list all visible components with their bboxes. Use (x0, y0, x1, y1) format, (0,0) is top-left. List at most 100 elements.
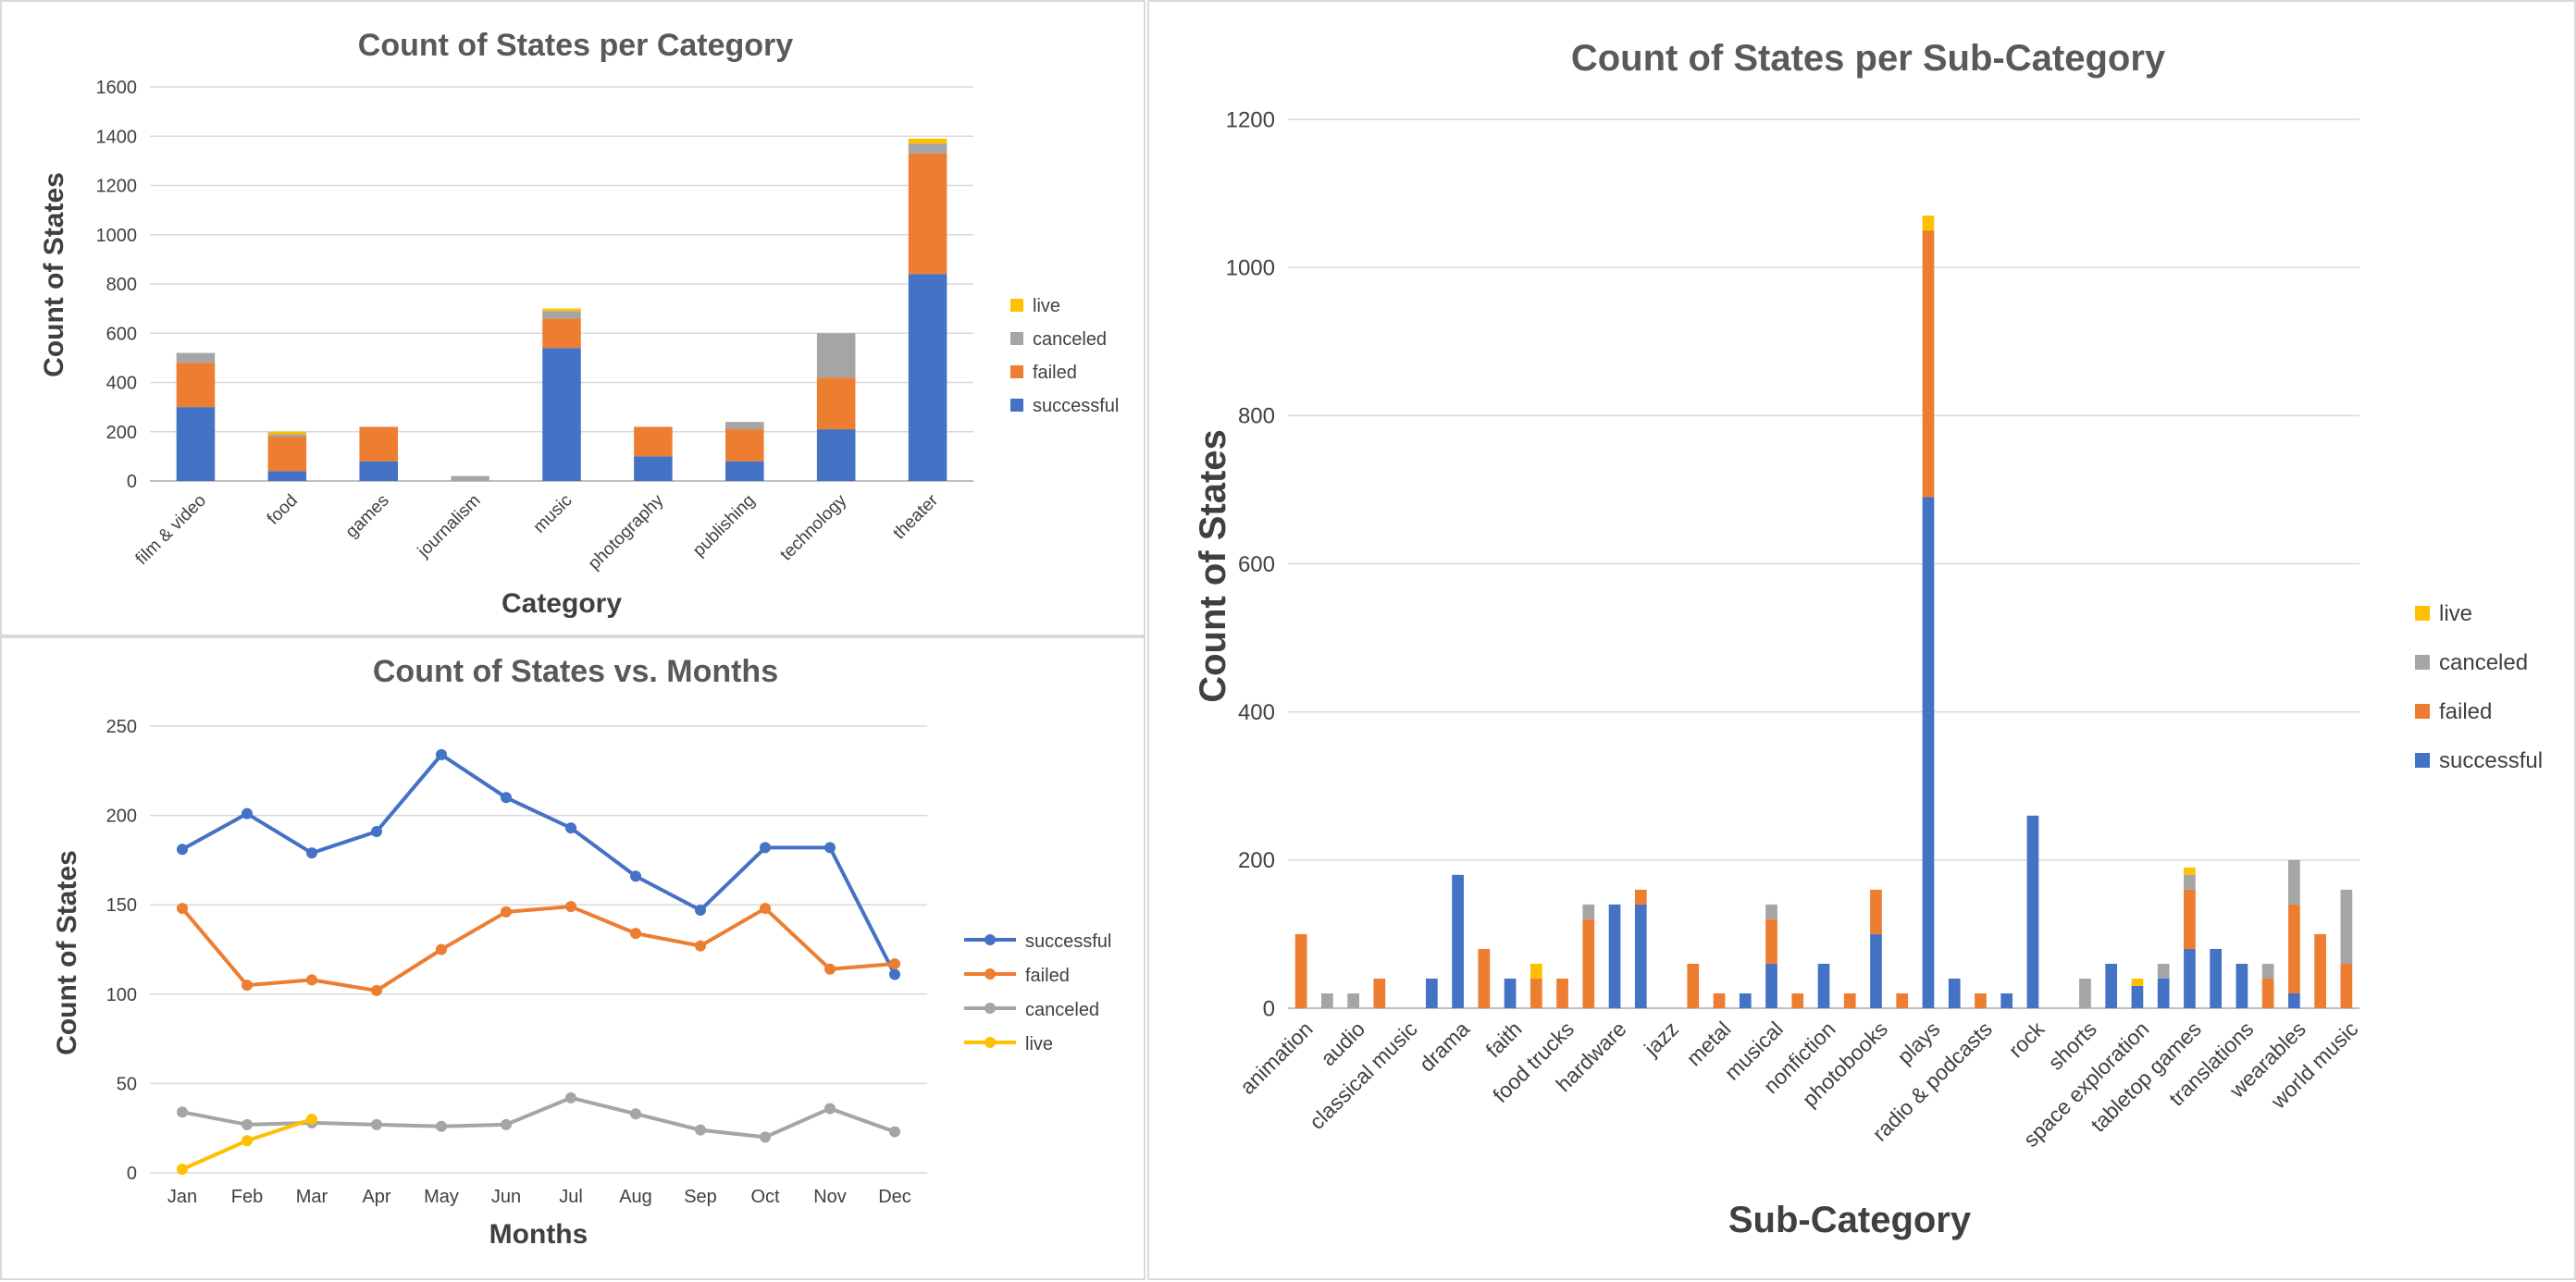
y-tick-label: 0 (127, 1164, 137, 1184)
x-tick-label: Oct (750, 1187, 780, 1207)
series-line-canceled (181, 1095, 896, 1140)
legend-label-live: live (1025, 1034, 1053, 1054)
bar-segment-failed (1530, 978, 1542, 1008)
bar-segment-failed (1922, 230, 1935, 498)
data-point-successful (371, 825, 382, 837)
y-tick-label: 1000 (1226, 256, 1275, 281)
data-point-failed (695, 940, 706, 952)
x-tick-label: Jul (559, 1187, 583, 1207)
bar-segment-canceled (908, 143, 947, 154)
data-point-live (242, 1135, 253, 1147)
x-tick-label: drama (1415, 1017, 1475, 1077)
bar-segment-failed (2184, 889, 2196, 949)
bar-segment-failed (1896, 992, 1909, 1008)
bar-segment-failed (908, 153, 947, 275)
x-axis-title: Category (502, 588, 622, 619)
bar-segment-successful (2000, 992, 2013, 1008)
legend-swatch-live (1010, 299, 1023, 312)
bar-segment-successful (1425, 978, 1438, 1008)
bar-segment-successful (1504, 978, 1517, 1008)
bar-segment-failed (2314, 933, 2326, 1008)
bar-segment-canceled (1321, 992, 1333, 1008)
y-tick-label: 150 (106, 895, 137, 916)
bar-segment-successful (908, 274, 947, 481)
data-point-failed (371, 984, 382, 996)
y-tick-label: 600 (106, 324, 137, 344)
bar-segment-failed (1765, 918, 1777, 964)
bar-segment-live (2131, 978, 2144, 986)
bar-segment-successful (2157, 978, 2170, 1008)
bar-segment-failed (1687, 963, 1700, 1008)
bar-segment-successful (176, 407, 216, 481)
data-point-canceled (695, 1124, 706, 1136)
data-point-failed (177, 903, 188, 915)
y-tick-label: 0 (127, 472, 137, 492)
bar-segment-canceled (176, 352, 216, 364)
legend-label-failed: failed (1033, 363, 1077, 383)
bar-segment-successful (725, 461, 764, 481)
bar-segment-failed (176, 363, 216, 408)
x-tick-label: Feb (231, 1187, 263, 1207)
x-tick-label: food (264, 491, 302, 529)
bar-segment-failed (1713, 992, 1726, 1008)
bar-segment-successful (2131, 985, 2144, 1008)
x-tick-label: Dec (878, 1187, 911, 1207)
x-tick-label: Aug (619, 1187, 652, 1207)
chart-title: Count of States vs. Months (373, 654, 778, 689)
series-line-failed (180, 905, 896, 992)
legend-swatch-successful (1010, 399, 1023, 412)
bar-segment-successful (634, 456, 673, 481)
bar-segment-canceled (451, 475, 489, 481)
data-point-canceled (501, 1118, 512, 1130)
bar-segment-live (908, 138, 947, 144)
y-tick-label: 800 (106, 275, 137, 295)
data-point-successful (501, 792, 512, 804)
bar-segment-successful (2288, 992, 2300, 1008)
bar-segment-failed (1634, 889, 1647, 905)
x-tick-label: Apr (362, 1187, 390, 1207)
legend-label-live: live (1033, 296, 1060, 316)
data-point-successful (630, 870, 641, 882)
data-point-failed (760, 903, 771, 915)
bar-segment-canceled (2340, 889, 2353, 964)
legend-swatch-failed (1010, 365, 1023, 378)
bar-segment-canceled (2288, 859, 2300, 905)
bar-segment-failed (1582, 918, 1595, 1008)
bar-segment-failed (1843, 992, 1856, 1008)
data-point-live (177, 1164, 188, 1176)
bar-segment-canceled (2079, 978, 2091, 1008)
x-tick-label: photography (585, 490, 668, 573)
legend-label-successful: successful (1025, 931, 1111, 952)
bar-segment-failed (1373, 978, 1386, 1008)
legend-marker-live (985, 1037, 996, 1048)
bar-segment-failed (1975, 992, 1987, 1008)
data-point-canceled (630, 1108, 641, 1120)
x-tick-label: technology (776, 490, 850, 564)
x-axis-title: Sub-Category (1728, 1200, 1972, 1240)
data-point-failed (436, 943, 447, 955)
bar-segment-successful (2105, 963, 2118, 1008)
data-point-canceled (565, 1091, 576, 1103)
data-point-successful (760, 842, 771, 854)
x-tick-label: theater (889, 490, 942, 543)
bar-segment-failed (1556, 978, 1568, 1008)
bar-segment-live (2184, 867, 2196, 875)
data-point-canceled (242, 1118, 253, 1130)
y-tick-label: 250 (106, 717, 137, 737)
bar-segment-successful (2235, 963, 2248, 1008)
bar-segment-successful (267, 471, 307, 481)
y-axis-title: Count of States (39, 172, 69, 377)
bar-segment-failed (1478, 948, 1491, 1008)
legend-swatch-live (2415, 606, 2430, 621)
x-tick-label: Sep (684, 1187, 717, 1207)
y-tick-label: 100 (106, 985, 137, 1005)
data-point-failed (242, 980, 253, 992)
bar-segment-canceled (2157, 963, 2170, 979)
x-tick-label: Nov (813, 1187, 847, 1207)
x-tick-label: film & video (132, 491, 210, 569)
bar-segment-successful (1817, 963, 1830, 1008)
bar-segment-canceled (1347, 992, 1359, 1008)
y-axis-title: Count of States (1193, 429, 1233, 703)
x-tick-label: jazz (1639, 1017, 1683, 1061)
y-tick-label: 1200 (1226, 107, 1275, 132)
